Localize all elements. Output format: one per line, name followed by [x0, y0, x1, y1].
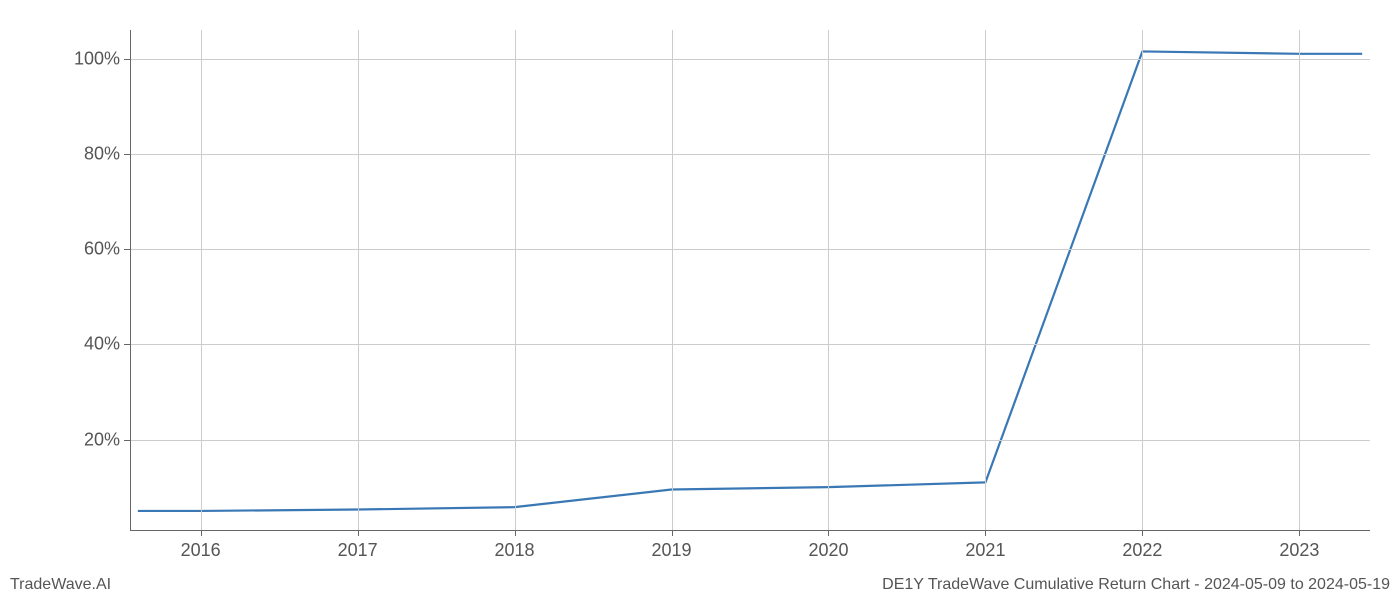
line-series: [130, 30, 1370, 530]
grid-line-vertical: [1299, 30, 1300, 530]
x-tick-label: 2018: [495, 530, 535, 561]
x-tick-label: 2019: [651, 530, 691, 561]
y-tick-label: 60%: [84, 239, 130, 260]
y-tick-label: 20%: [84, 429, 130, 450]
grid-line-horizontal: [130, 440, 1370, 441]
x-tick-label: 2020: [808, 530, 848, 561]
y-tick-label: 40%: [84, 334, 130, 355]
plot-area: 20%40%60%80%100%201620172018201920202021…: [130, 30, 1370, 530]
grid-line-horizontal: [130, 154, 1370, 155]
x-tick-label: 2017: [338, 530, 378, 561]
grid-line-vertical: [358, 30, 359, 530]
grid-line-vertical: [1142, 30, 1143, 530]
grid-line-vertical: [515, 30, 516, 530]
chart-container: 20% 40% 60% 80% 100% 2016 2017 2018 2019 2020 2021…: [0, 0, 1400, 600]
x-tick-label: 2022: [1122, 530, 1162, 561]
x-tick-label: 2021: [965, 530, 1005, 561]
grid-line-horizontal: [130, 59, 1370, 60]
return-line: [138, 51, 1362, 511]
x-tick-label: 2016: [181, 530, 221, 561]
y-tick-label: 80%: [84, 143, 130, 164]
x-axis-line: [130, 530, 1370, 531]
grid-line-vertical: [828, 30, 829, 530]
y-axis-line: [130, 30, 131, 530]
grid-line-horizontal: [130, 344, 1370, 345]
x-tick-label: 2023: [1279, 530, 1319, 561]
footer-brand: TradeWave.AI: [10, 576, 111, 594]
grid-line-vertical: [201, 30, 202, 530]
y-tick-label: 100%: [74, 48, 130, 69]
grid-line-horizontal: [130, 249, 1370, 250]
grid-line-vertical: [672, 30, 673, 530]
footer-caption: DE1Y TradeWave Cumulative Return Chart -…: [882, 576, 1390, 594]
grid-line-vertical: [985, 30, 986, 530]
